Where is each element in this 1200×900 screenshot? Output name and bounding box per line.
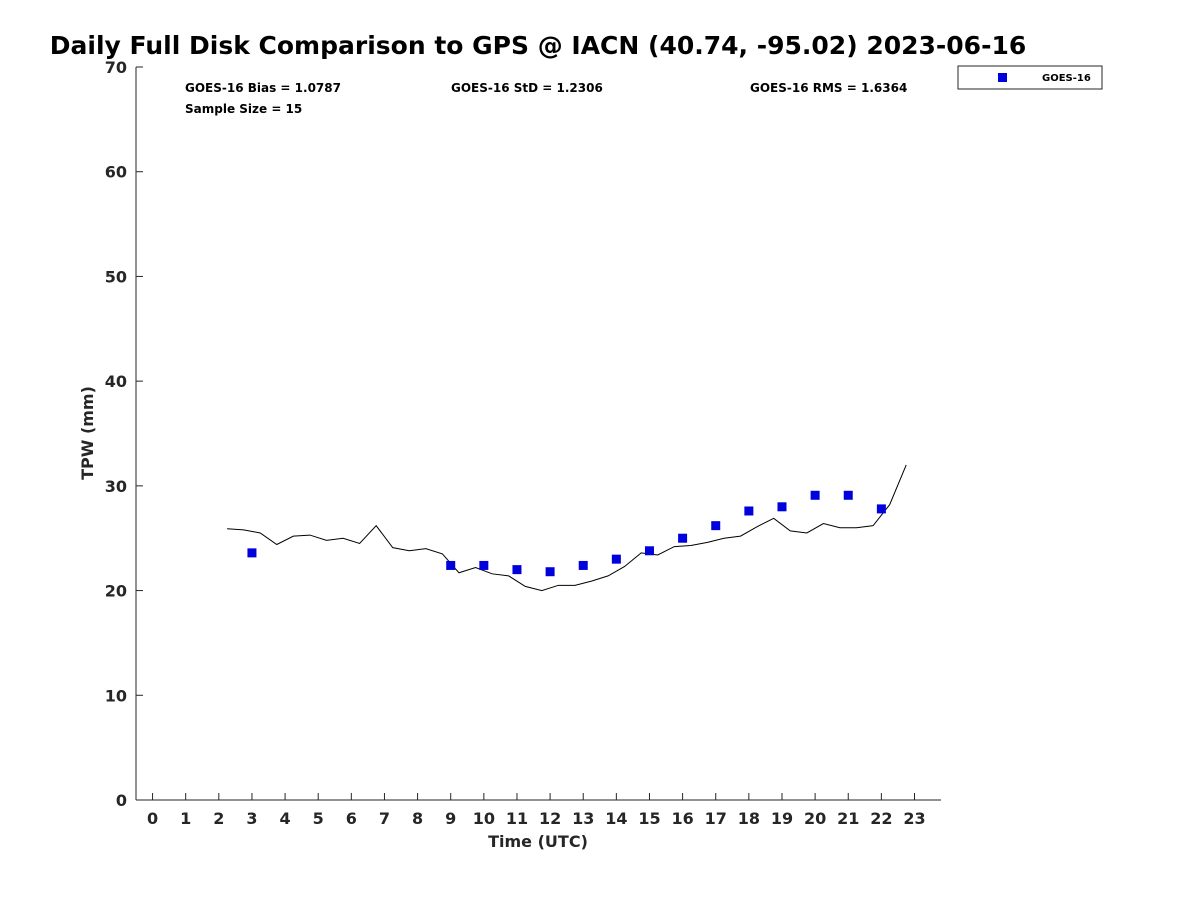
x-tick-label: 20 [804, 809, 826, 828]
legend: GOES-16 [957, 65, 1103, 90]
x-tick-label: 3 [246, 809, 257, 828]
legend-box [957, 65, 1103, 90]
x-tick-label: 12 [539, 809, 561, 828]
chart-title: Daily Full Disk Comparison to GPS @ IACN… [50, 31, 1026, 60]
goes16-point [678, 533, 688, 543]
goes16-point [446, 560, 456, 570]
sample-size-stat: Sample Size = 15 [185, 102, 302, 116]
x-tick-label: 11 [506, 809, 528, 828]
x-tick-label: 5 [313, 809, 324, 828]
x-tick-label: 18 [738, 809, 760, 828]
goes16-point [810, 490, 820, 500]
goes16-point [843, 490, 853, 500]
y-tick-label: 20 [105, 582, 127, 601]
axes [135, 67, 941, 801]
x-tick-label: 17 [705, 809, 727, 828]
goes16-point [711, 521, 721, 531]
x-tick-label: 2 [213, 809, 224, 828]
legend-label-goes16: GOES-16 [1042, 73, 1091, 84]
goes16-point [545, 567, 555, 577]
goes16-point [744, 506, 754, 516]
x-tick-label: 19 [771, 809, 793, 828]
x-tick-label: 14 [605, 809, 627, 828]
x-tick-label: 15 [638, 809, 660, 828]
gps-line [227, 464, 907, 592]
x-tick-label: 21 [837, 809, 859, 828]
y-tick-label: 70 [105, 58, 127, 77]
legend-swatch-goes16 [998, 73, 1007, 82]
goes16-point [876, 504, 886, 514]
rms-stat: GOES-16 RMS = 1.6364 [750, 81, 907, 95]
y-tick-label: 50 [105, 267, 127, 286]
goes16-series-markers [247, 490, 886, 577]
bias-stat: GOES-16 Bias = 1.0787 [185, 81, 341, 95]
x-ticks: 0 1 2 3 4 5 6 7 8 9 10 11 12 13 14 15 16 17 18 19 20 21 22 23 [147, 793, 926, 828]
std-stat: GOES-16 StD = 1.2306 [451, 81, 603, 95]
goes16-point [777, 502, 787, 512]
x-axis-label: Time (UTC) [488, 832, 588, 851]
x-tick-label: 13 [572, 809, 594, 828]
y-axis-label: TPW (mm) [78, 386, 97, 480]
goes16-point [578, 560, 588, 570]
x-tick-label: 0 [147, 809, 158, 828]
x-tick-label: 16 [671, 809, 693, 828]
y-tick-label: 60 [105, 163, 127, 182]
x-tick-label: 4 [280, 809, 291, 828]
gps-series-line [227, 464, 907, 592]
y-tick-label: 0 [116, 791, 127, 810]
x-tick-label: 7 [379, 809, 390, 828]
goes16-point [644, 546, 654, 556]
stats-annotations: GOES-16 Bias = 1.0787 GOES-16 StD = 1.23… [185, 81, 907, 116]
y-ticks: 0 10 20 30 40 50 60 70 [105, 58, 143, 810]
x-tick-label: 1 [180, 809, 191, 828]
y-tick-label: 10 [105, 686, 127, 705]
x-tick-label: 9 [445, 809, 456, 828]
x-tick-label: 10 [473, 809, 495, 828]
goes16-point [611, 554, 621, 564]
goes16-point [247, 548, 257, 558]
x-tick-label: 8 [412, 809, 423, 828]
x-tick-label: 6 [346, 809, 357, 828]
y-tick-label: 40 [105, 372, 127, 391]
x-tick-label: 22 [870, 809, 892, 828]
x-tick-label: 23 [903, 809, 925, 828]
goes16-point [479, 560, 489, 570]
goes16-point [512, 565, 522, 575]
y-tick-label: 30 [105, 477, 127, 496]
